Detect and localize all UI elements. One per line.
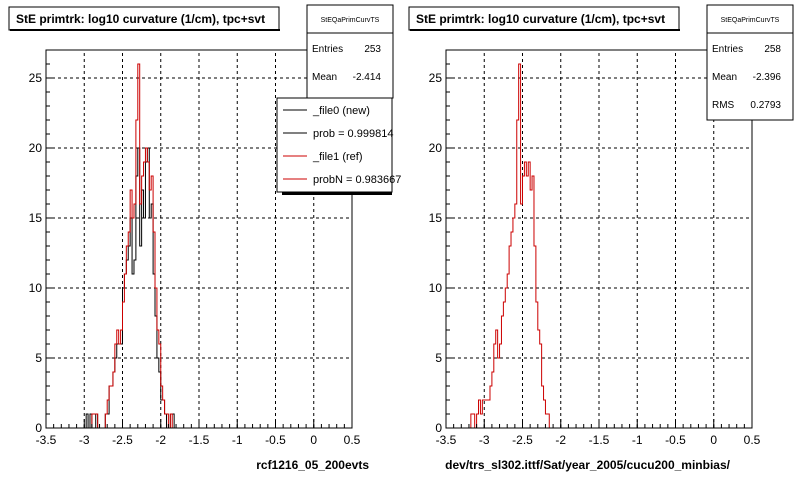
panel-right-stats-value-mean: -2.396 xyxy=(753,72,782,83)
x-tick-label: -3 xyxy=(479,433,490,447)
y-tick-label: 20 xyxy=(29,141,43,155)
panel-left-stats-box xyxy=(306,4,394,99)
x-tick-label: -0.5 xyxy=(265,433,286,447)
y-tick-label: 25 xyxy=(29,71,43,85)
panel-right-x-label: dev/trs_sl302.ittf/Sat/year_2005/cucu200… xyxy=(445,458,730,472)
y-tick-label: 20 xyxy=(429,141,443,155)
y-tick-label: 0 xyxy=(435,421,442,435)
panel-left-ticks xyxy=(45,49,353,429)
x-tick-label: -3 xyxy=(79,433,90,447)
panel-right-stats-name: StEQaPrimCurvTS xyxy=(721,17,780,24)
panel-right-stats-box xyxy=(706,4,794,121)
panel-right-stats-value-entries: 258 xyxy=(764,44,781,55)
panel-right-stats-value-rms: 0.2793 xyxy=(750,100,781,111)
x-tick-label: -2 xyxy=(155,433,166,447)
legend-entry-file0: _file0 (new) xyxy=(312,105,370,117)
x-tick-label: -3.5 xyxy=(36,433,57,447)
panel-left-tick-labels: -3.5 -3 -2.5 -2 -1.5 -1 -0.5 0 0.5 0 5 10 15 20 25 xyxy=(29,71,361,447)
legend-entry-probn: probN = 0.983667 xyxy=(313,174,401,186)
panel-right-stats-label-mean: Mean xyxy=(712,72,737,83)
panel-right-stats-label-entries: Entries xyxy=(712,44,743,55)
panel-left-stats-label-entries: Entries xyxy=(312,44,343,55)
x-tick-label: -1 xyxy=(632,433,643,447)
panel-left-stats-label-mean: Mean xyxy=(312,72,337,83)
y-tick-label: 5 xyxy=(35,351,42,365)
panel-right-stats-label-rms: RMS xyxy=(712,100,735,111)
legend-box xyxy=(276,97,393,193)
legend-shadow xyxy=(282,192,392,195)
x-tick-label: 0 xyxy=(710,433,717,447)
panel-left: -3.5 -3 -2.5 -2 -1.5 -1 -0.5 0 0.5 0 5 10 15 20 25 StE… xyxy=(8,4,401,472)
x-tick-label: -1 xyxy=(232,433,243,447)
panel-left-x-label: rcf1216_05_200evts xyxy=(256,458,369,472)
x-tick-label: 0.5 xyxy=(744,433,761,447)
panel-left-legend: _file0 (new) prob = 0.999814 _file1 (ref… xyxy=(276,97,401,195)
x-tick-label: 0 xyxy=(310,433,317,447)
legend-entry-prob: prob = 0.999814 xyxy=(313,128,393,140)
x-tick-label: 0.5 xyxy=(344,433,361,447)
panel-right-title-shadow xyxy=(410,29,680,31)
x-tick-label: -2.5 xyxy=(512,433,533,447)
y-tick-label: 15 xyxy=(429,211,443,225)
y-tick-label: 5 xyxy=(435,351,442,365)
panel-left-title-shadow xyxy=(10,29,280,31)
y-tick-label: 15 xyxy=(29,211,43,225)
x-tick-label: -2.5 xyxy=(112,433,133,447)
panel-left-title: StE primtrk: log10 curvature (1/cm), tpc… xyxy=(16,12,265,26)
panel-left-stats-name: StEQaPrimCurvTS xyxy=(321,17,380,24)
y-tick-label: 0 xyxy=(35,421,42,435)
panel-right-tick-labels: -3.5 -3 -2.5 -2 -1.5 -1 -0.5 0 0.5 0 5 10 15 20 25 xyxy=(429,71,761,447)
panel-left-stats-value-entries: 253 xyxy=(364,44,381,55)
y-tick-label: 10 xyxy=(429,281,443,295)
legend-entry-file1: _file1 (ref) xyxy=(312,151,363,163)
x-tick-label: -1.5 xyxy=(189,433,210,447)
x-tick-label: -0.5 xyxy=(665,433,686,447)
y-tick-label: 10 xyxy=(29,281,43,295)
y-tick-label: 25 xyxy=(429,71,443,85)
panel-right-title: StE primtrk: log10 curvature (1/cm), tpc… xyxy=(416,12,665,26)
panel-left-stats-value-mean: -2.414 xyxy=(353,72,382,83)
x-tick-label: -3.5 xyxy=(436,433,457,447)
panel-right: -3.5 -3 -2.5 -2 -1.5 -1 -0.5 0 0.5 0 5 10 15 20 25 StE… xyxy=(408,4,794,472)
panel-right-grid xyxy=(446,50,752,428)
x-tick-label: -2 xyxy=(555,433,566,447)
x-tick-label: -1.5 xyxy=(589,433,610,447)
panel-right-ticks xyxy=(445,49,753,429)
